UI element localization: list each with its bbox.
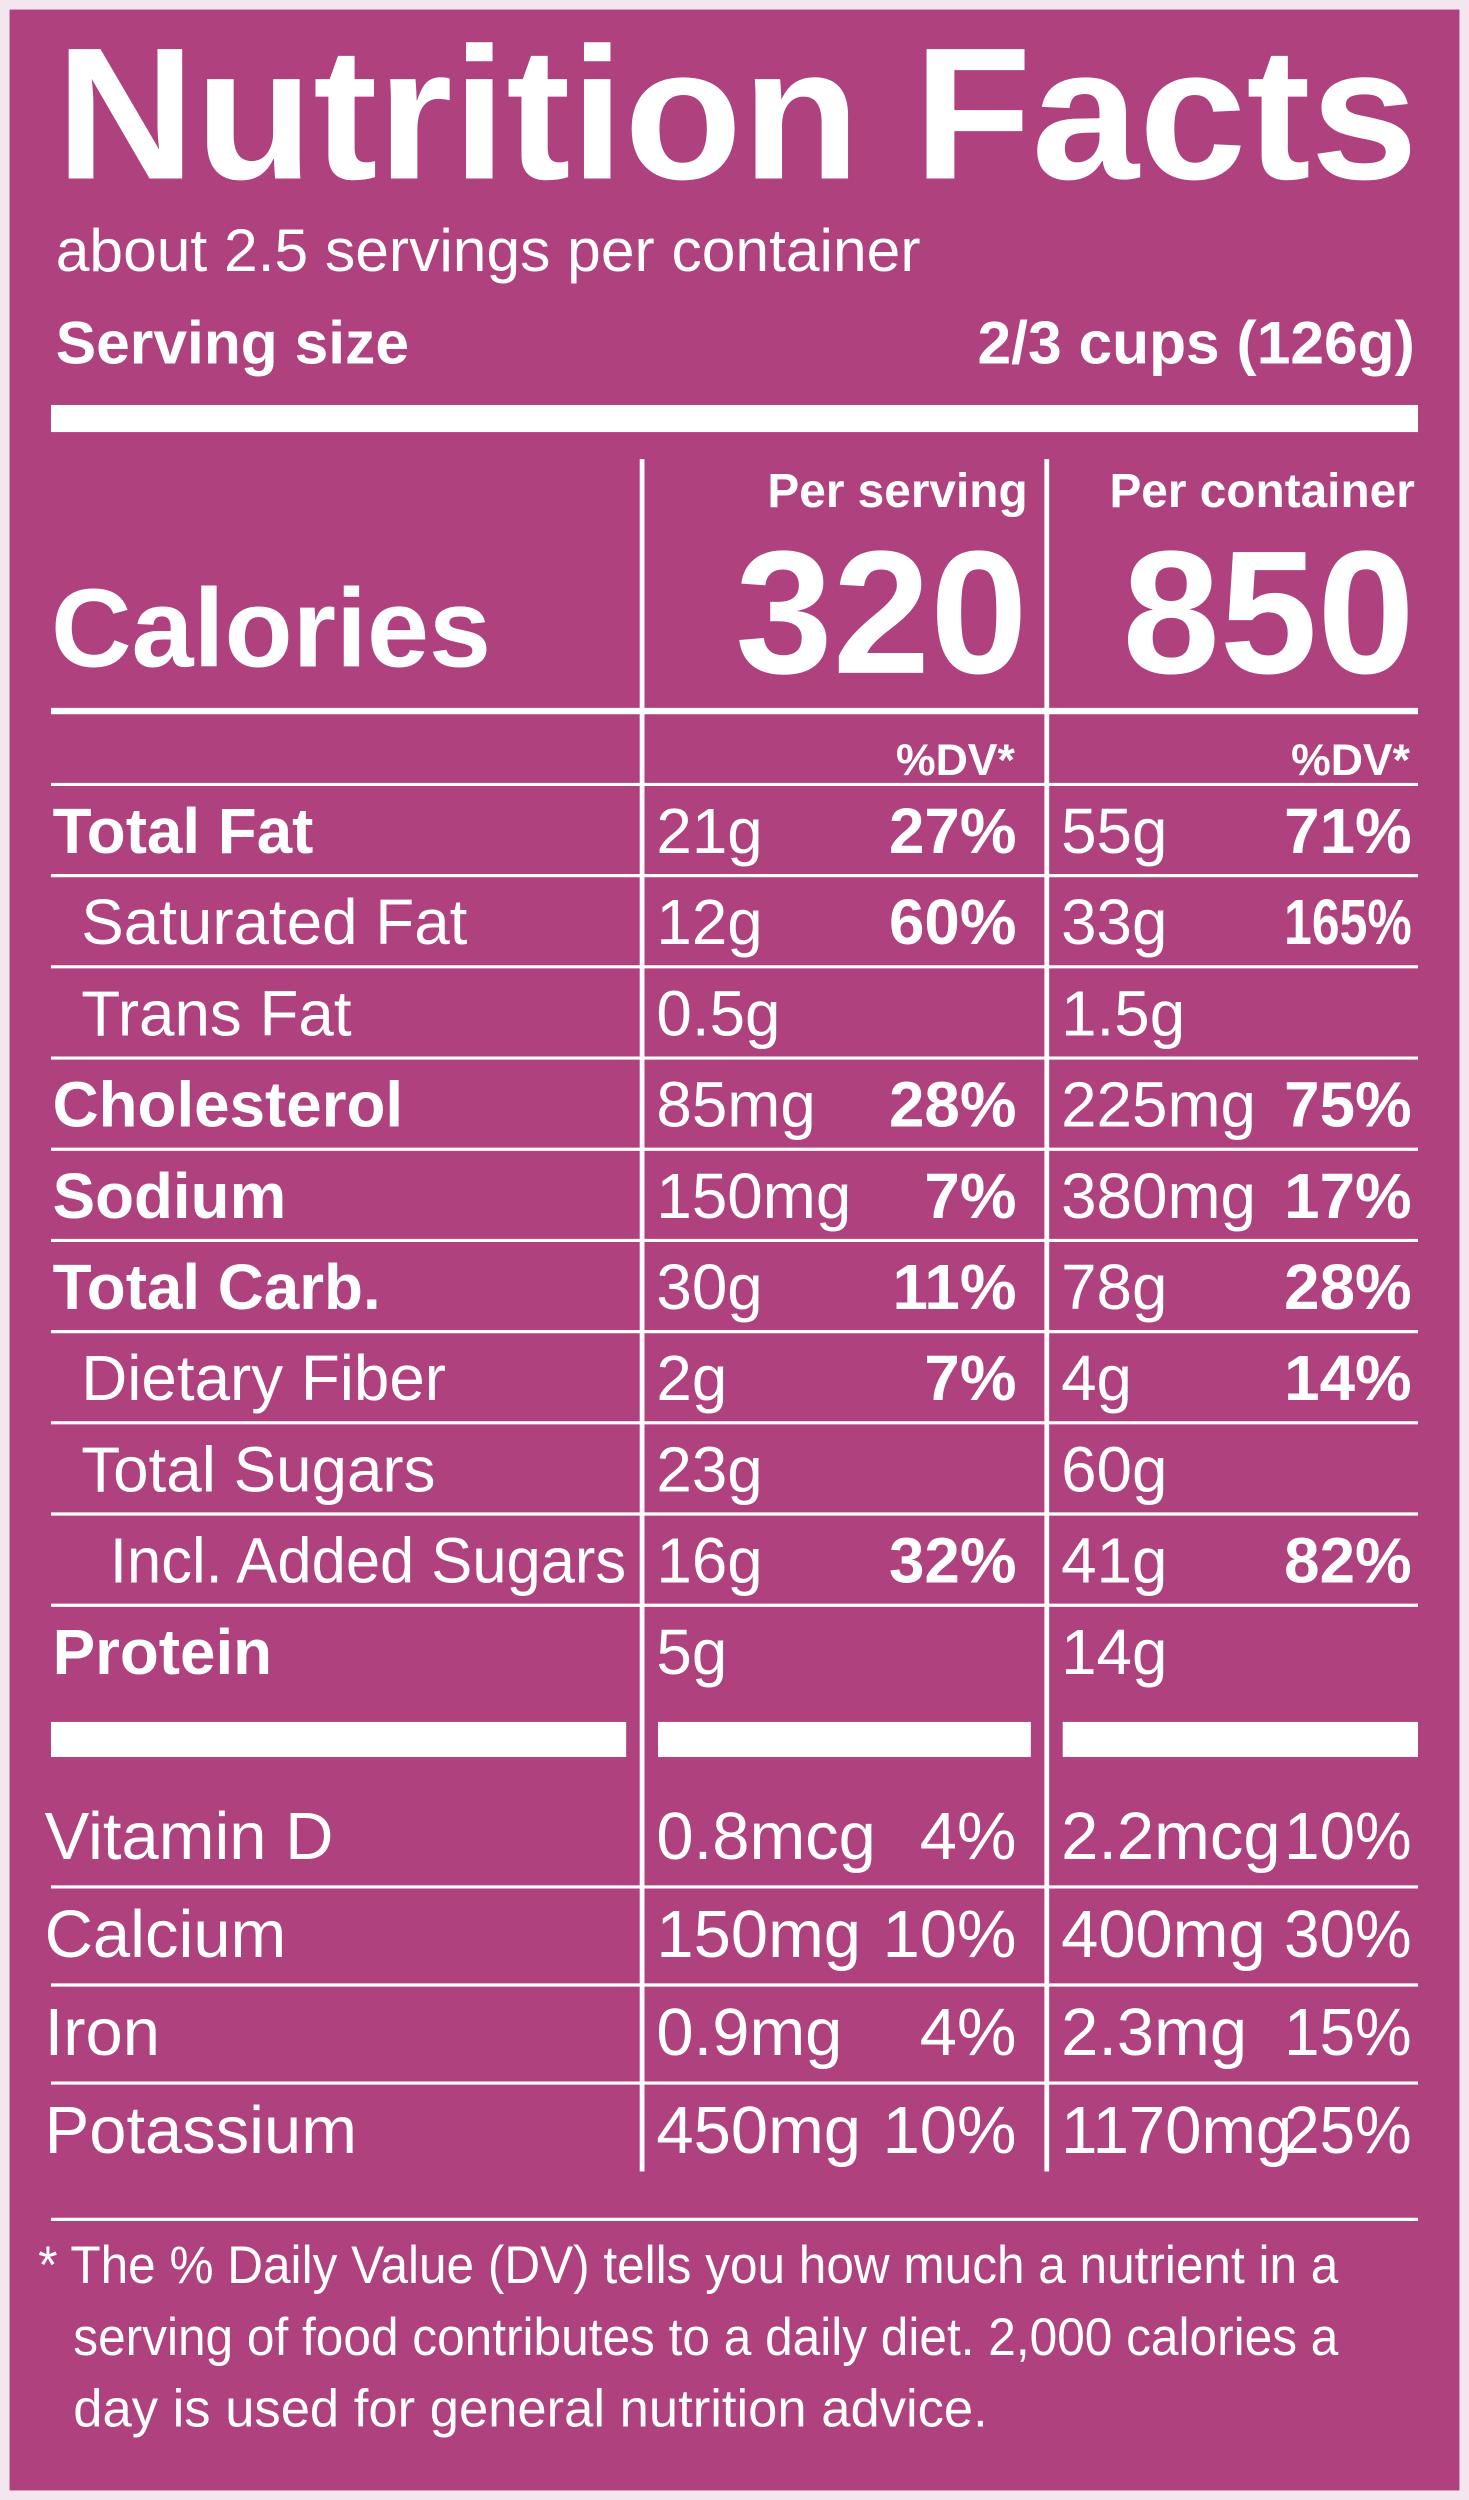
vitamin-name: Vitamin D <box>45 1799 334 1874</box>
nutrient-value: 14g <box>1061 1616 1167 1688</box>
nutrient-value: 28% <box>889 1069 1017 1141</box>
nutrient-name: Sodium <box>53 1160 287 1232</box>
vitamin-value: 150mg <box>656 1897 861 1972</box>
thick-rule <box>1062 1721 1419 1758</box>
title: Nutrition Facts <box>56 9 1418 219</box>
nutrient-value: 7% <box>924 1342 1016 1414</box>
footnote-line: serving of food contributes to a daily d… <box>73 2308 1339 2367</box>
nutrient-value: 33g <box>1061 886 1167 958</box>
vitamin-value: 0.8mcg <box>656 1799 875 1874</box>
vitamin-value: 2.3mg <box>1061 1995 1247 2070</box>
nutrient-value: 55g <box>1061 795 1167 867</box>
serving-size: 2/3 cups (126g) <box>978 309 1415 377</box>
vitamin-value: 0.9mg <box>656 1995 842 2070</box>
nutrient-value: 4g <box>1061 1342 1132 1414</box>
nutrient-value: 23g <box>656 1433 762 1505</box>
nutrient-name: Protein <box>53 1616 273 1688</box>
nutrient-value: 75% <box>1284 1069 1411 1141</box>
footnote-line: * The % Daily Value (DV) tells you how m… <box>38 2236 1339 2295</box>
vitamin-value: 15% <box>1284 1995 1411 2070</box>
column-header: Per container <box>1109 465 1414 518</box>
vitamin-value: 4% <box>920 1799 1017 1874</box>
vitamin-value: 30% <box>1284 1897 1411 1972</box>
nutrient-value: 16g <box>656 1525 762 1597</box>
vitamin-value: 25% <box>1284 2093 1411 2168</box>
nutrient-name: Total Fat <box>53 795 314 867</box>
column-header: Per serving <box>767 465 1027 518</box>
calories-label: Calories <box>51 565 491 690</box>
vitamin-value: 10% <box>883 2093 1017 2168</box>
vitamin-value: 400mg <box>1061 1897 1266 1972</box>
nutrient-value: 30g <box>656 1251 762 1323</box>
vitamin-value: 1170mg <box>1061 2093 1292 2168</box>
nutrient-value: 0.5g <box>656 977 780 1049</box>
calories-value: 320 <box>735 515 1027 711</box>
vitamin-name: Potassium <box>45 2093 357 2168</box>
nutrient-value: 41g <box>1061 1525 1167 1597</box>
vitamin-value: 10% <box>1284 1799 1411 1874</box>
nutrient-name: Cholesterol <box>53 1069 404 1141</box>
nutrient-name: Trans Fat <box>81 977 352 1049</box>
thick-rule <box>50 404 1419 433</box>
nutrient-value: 85mg <box>656 1069 815 1141</box>
nutrient-value: 60% <box>889 886 1017 958</box>
serving-size-label: Serving size <box>56 309 409 377</box>
calories-value: 850 <box>1122 515 1414 711</box>
nutrient-value: 150mg <box>656 1160 851 1232</box>
nutrient-value: 380mg <box>1061 1160 1256 1232</box>
nutrient-value: 225mg <box>1061 1069 1256 1141</box>
nutrient-value: 165% <box>1284 886 1411 958</box>
nutrient-value: 2g <box>656 1342 727 1414</box>
nutrient-value: 14% <box>1284 1342 1411 1414</box>
nutrient-name: Total Sugars <box>81 1433 435 1505</box>
nutrient-value: 7% <box>924 1160 1016 1232</box>
nutrient-value: 11% <box>892 1251 1016 1323</box>
nutrient-value: 27% <box>889 795 1017 867</box>
nutrient-value: 60g <box>1061 1433 1167 1505</box>
footnote-line: day is used for general nutrition advice… <box>73 2380 987 2439</box>
vitamin-name: Calcium <box>45 1897 287 1972</box>
vitamin-value: 4% <box>920 1995 1017 2070</box>
nutrient-name: Dietary Fiber <box>81 1342 446 1414</box>
vitamin-name: Iron <box>45 1995 160 2070</box>
nutrient-name: Saturated Fat <box>81 886 467 958</box>
nutrient-value: 12g <box>656 886 762 958</box>
vitamin-value: 2.2mcg <box>1061 1799 1280 1874</box>
nutrient-value: 5g <box>656 1616 727 1688</box>
nutrient-name: Total Carb. <box>53 1251 381 1323</box>
servings-per-container: about 2.5 servings per container <box>56 216 921 284</box>
nutrient-value: 21g <box>656 795 762 867</box>
thick-rule <box>50 1721 627 1758</box>
thick-rule <box>658 1721 1031 1758</box>
nutrient-value: 82% <box>1284 1525 1411 1597</box>
dv-header: %DV* <box>1291 736 1411 785</box>
nutrient-value: 71% <box>1284 795 1411 867</box>
vitamin-value: 450mg <box>656 2093 861 2168</box>
nutrient-value: 17% <box>1284 1160 1411 1232</box>
vitamin-value: 10% <box>883 1897 1017 1972</box>
nutrient-value: 1.5g <box>1061 977 1185 1049</box>
dv-header: %DV* <box>896 736 1016 785</box>
nutrient-name: Incl. Added Sugars <box>110 1525 626 1597</box>
nutrient-value: 28% <box>1284 1251 1411 1323</box>
nutrient-value: 78g <box>1061 1251 1167 1323</box>
nutrient-value: 32% <box>889 1525 1017 1597</box>
